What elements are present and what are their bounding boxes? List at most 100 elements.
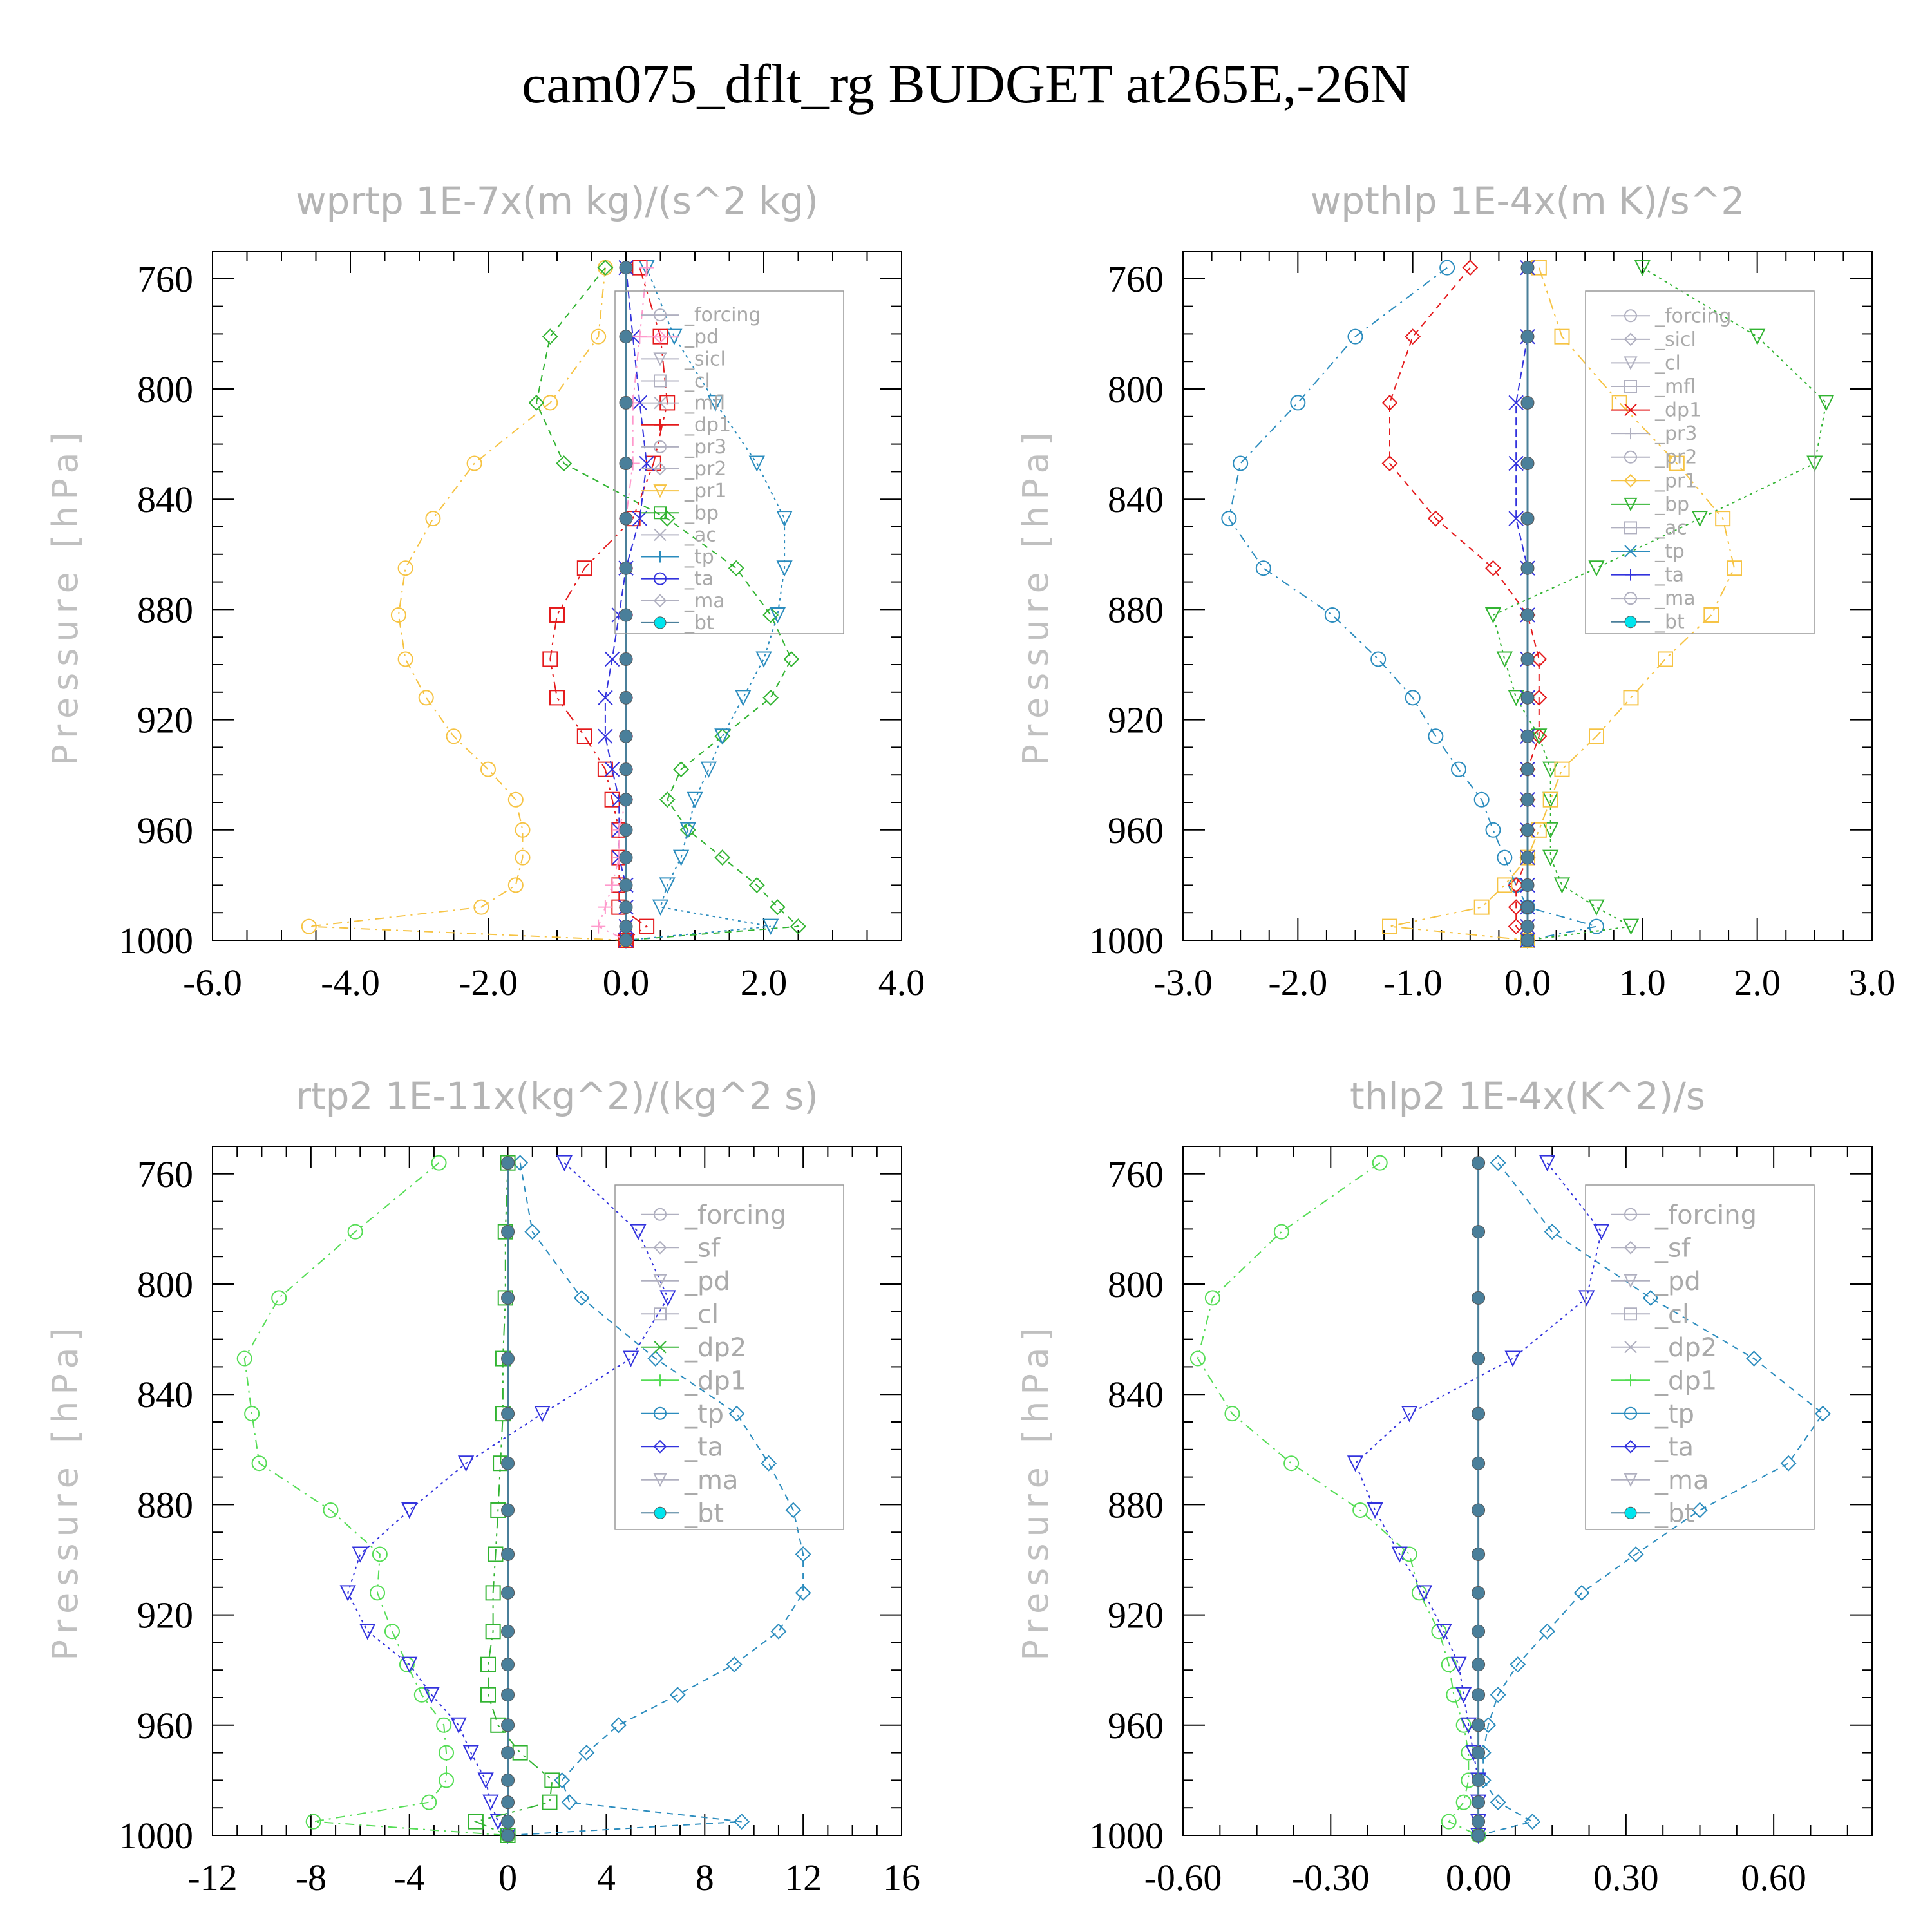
data-point [418, 690, 434, 706]
data-point [544, 1772, 560, 1788]
data-point [501, 1456, 515, 1470]
legend-label: _ma [1654, 587, 1696, 610]
data-point [1573, 1584, 1590, 1601]
series-dp1 [1189, 1155, 1486, 1843]
data-point [1472, 1624, 1486, 1638]
legend-marker [1624, 1240, 1638, 1255]
data-point [1634, 260, 1651, 276]
x-tick-label: -12 [187, 1857, 237, 1899]
y-tick-label: 760 [1108, 1153, 1164, 1195]
legend-label: _cl [684, 1300, 719, 1329]
x-tick-label: 0 [498, 1857, 517, 1899]
series-line [1389, 267, 1736, 941]
data-point [501, 1547, 515, 1561]
data-point [549, 690, 565, 706]
data-point [436, 1717, 452, 1733]
y-tick-label: 1000 [1089, 920, 1164, 961]
legend-marker [654, 396, 667, 410]
data-point [1324, 607, 1340, 623]
legend-label: _dp2 [1654, 1333, 1717, 1363]
data-point [501, 1773, 515, 1787]
series-tp [1221, 260, 1604, 948]
data-point [501, 1406, 515, 1421]
series-line [308, 267, 627, 941]
data-point [795, 1546, 811, 1562]
data-point [1405, 328, 1421, 345]
data-point [605, 878, 620, 893]
legend-label: _forcing [684, 304, 761, 327]
data-point [501, 1291, 515, 1305]
data-point [1588, 899, 1605, 916]
y-tick-label: 840 [1108, 478, 1164, 520]
data-point [619, 823, 633, 837]
y-axis-label: Pressure [hPa] [1016, 426, 1056, 765]
legend-label: _ac [1654, 516, 1687, 539]
data-point [639, 455, 654, 471]
data-point [1520, 690, 1535, 705]
y-tick-label: 920 [137, 1595, 193, 1636]
legend-label: _pr3 [1654, 422, 1697, 445]
x-tick-label: 3.0 [1849, 961, 1896, 1003]
data-point [669, 1687, 686, 1703]
legend-marker [1624, 473, 1638, 488]
data-point [1520, 261, 1535, 275]
data-point [1496, 651, 1513, 668]
legend-marker [653, 1274, 667, 1288]
legend-marker [1624, 1208, 1637, 1221]
data-point [591, 919, 606, 934]
legend-marker [653, 594, 667, 608]
series-bp [528, 260, 806, 949]
x-tick-label: 2.0 [1734, 961, 1781, 1003]
legend-marker [1624, 1307, 1637, 1321]
y-tick-label: 880 [1108, 589, 1164, 630]
legend-marker [654, 1307, 667, 1321]
data-point [714, 728, 731, 745]
data-point [1806, 455, 1823, 472]
legend-marker [1625, 569, 1636, 581]
data-point [1473, 791, 1490, 808]
data-point [501, 1503, 515, 1517]
data-point [425, 511, 441, 527]
data-point [762, 689, 779, 706]
data-point [1780, 1455, 1797, 1472]
data-point [1472, 1658, 1486, 1672]
data-point [1455, 1794, 1472, 1810]
data-point [1401, 1546, 1417, 1562]
data-point [1544, 1224, 1560, 1240]
x-tick-label: 0.00 [1446, 1857, 1511, 1899]
data-point [501, 1746, 515, 1760]
x-tick-label: 0.0 [603, 961, 650, 1003]
data-point [619, 762, 633, 777]
data-point [1623, 690, 1639, 706]
data-point [1472, 1718, 1486, 1732]
legend-marker [1624, 332, 1638, 346]
panel-title: wpthlp 1E-4x(m K)/s^2 [1311, 179, 1745, 223]
data-point [1451, 761, 1466, 777]
legend-marker [653, 484, 667, 498]
data-point [735, 690, 752, 706]
y-tick-label: 880 [137, 1484, 193, 1526]
data-point [462, 1745, 479, 1761]
data-point [1472, 1688, 1486, 1702]
legend-marker [653, 1240, 667, 1255]
data-point [619, 261, 633, 275]
series-bt [619, 261, 633, 947]
y-tick-label: 920 [1108, 1595, 1164, 1636]
legend-label: _ta [684, 1432, 723, 1462]
data-point [762, 607, 779, 623]
series-tp [500, 1155, 811, 1844]
data-point [477, 1772, 494, 1789]
data-point [619, 878, 633, 892]
data-point [728, 1405, 745, 1422]
data-point [790, 918, 806, 935]
data-point [1221, 511, 1237, 527]
x-tick-label: 0.60 [1741, 1857, 1806, 1899]
plot-frame [212, 251, 902, 941]
data-point [1473, 899, 1490, 915]
data-point [1472, 1828, 1486, 1842]
data-point [659, 791, 676, 808]
data-point [1367, 1502, 1383, 1519]
data-point [1542, 849, 1559, 866]
legend-marker [1624, 403, 1637, 417]
data-point [413, 1687, 430, 1703]
